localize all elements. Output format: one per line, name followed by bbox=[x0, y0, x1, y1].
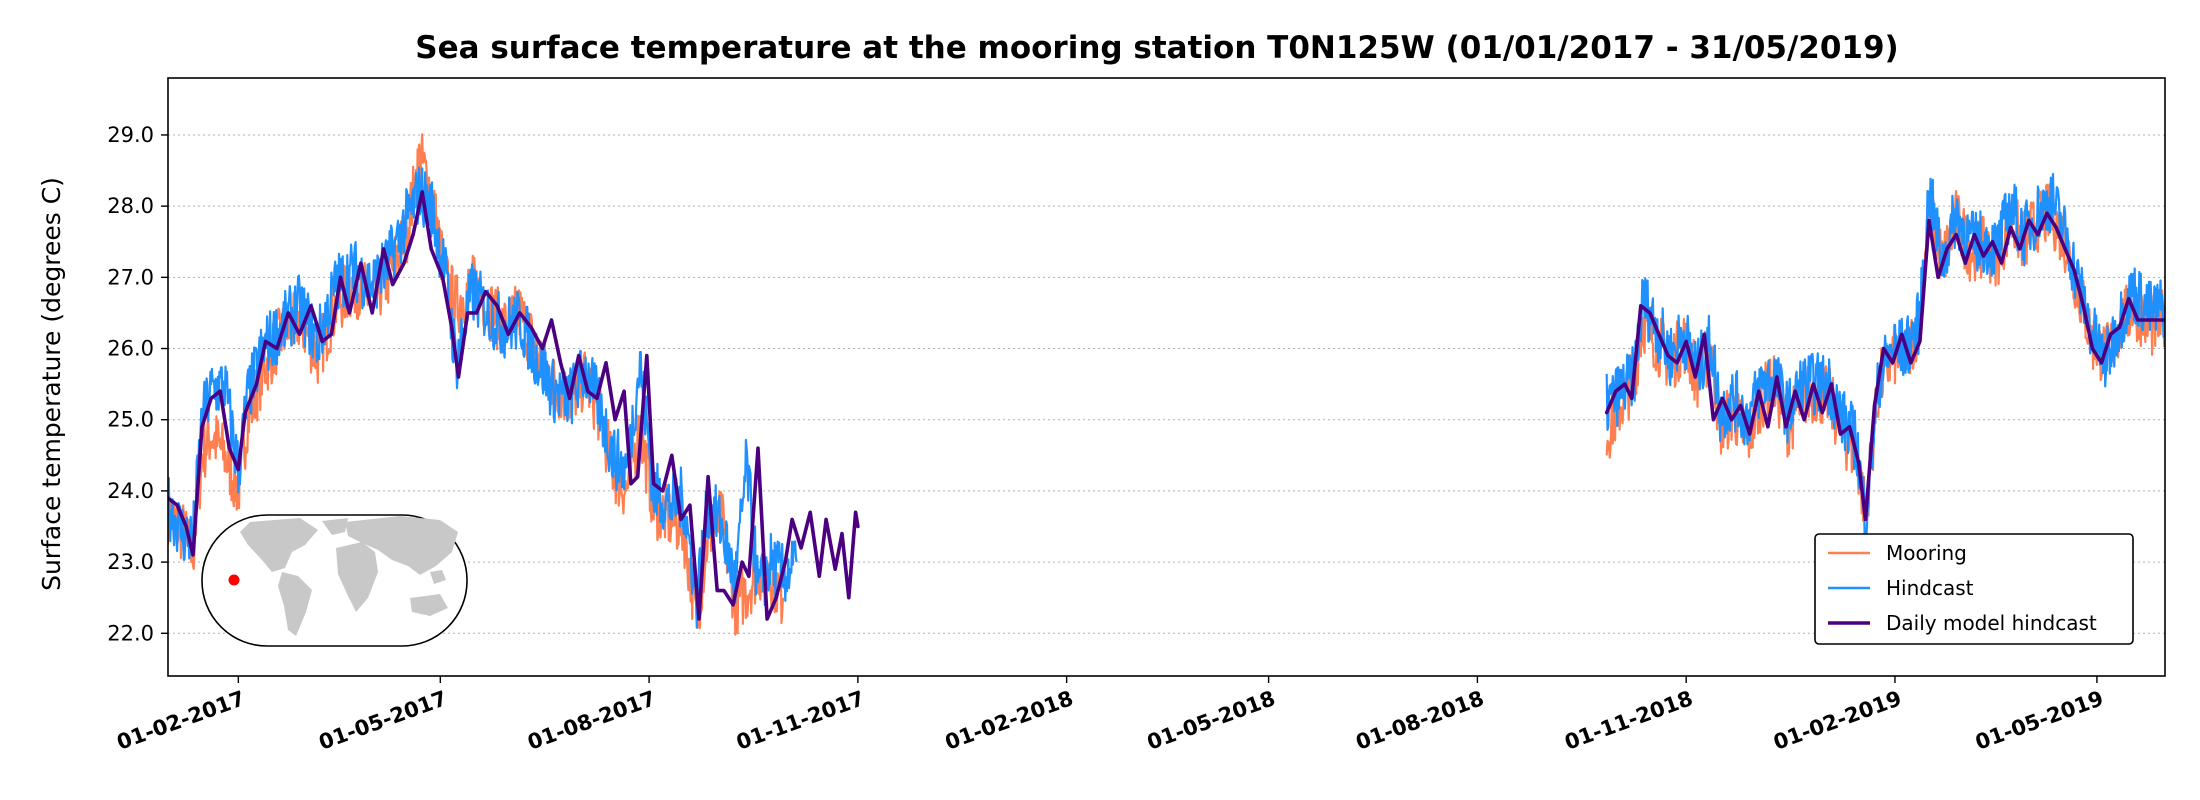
station-marker bbox=[228, 574, 240, 586]
x-tick-label: 01-11-2018 bbox=[1561, 686, 1695, 754]
series-line-daily-model-hindcast bbox=[168, 190, 860, 621]
x-tick-label: 01-05-2018 bbox=[1144, 686, 1278, 754]
inset-map-land bbox=[322, 518, 348, 535]
legend-box bbox=[1814, 533, 2134, 645]
inset-map-land bbox=[336, 542, 378, 612]
y-tick-label: 24.0 bbox=[107, 479, 154, 503]
x-axis-ticks: 01-02-2017 01-05-2017 01-08-2017 01-11-2017… bbox=[114, 676, 2107, 755]
y-tick-label: 26.0 bbox=[107, 337, 154, 361]
legend-label: Daily model hindcast bbox=[1886, 611, 2097, 635]
inset-map-land bbox=[240, 518, 318, 572]
series-line-daily-model-hindcast bbox=[1604, 211, 2165, 522]
x-tick-label: 01-08-2017 bbox=[524, 686, 658, 754]
legend: Mooring Hindcast Daily model hindcast bbox=[1814, 533, 2134, 645]
legend-label: Mooring bbox=[1886, 541, 1967, 565]
series-layer bbox=[168, 133, 2165, 636]
x-tick-label: 01-02-2019 bbox=[1770, 686, 1904, 754]
x-tick-label: 01-02-2018 bbox=[942, 686, 1076, 754]
x-tick-label: 01-11-2017 bbox=[733, 686, 867, 754]
legend-label: Hindcast bbox=[1886, 576, 1974, 600]
y-tick-label: 23.0 bbox=[107, 550, 154, 574]
y-tick-label: 22.0 bbox=[107, 621, 154, 645]
y-tick-label: 25.0 bbox=[107, 408, 154, 432]
x-tick-label: 01-05-2019 bbox=[1972, 686, 2106, 754]
inset-map-land bbox=[430, 570, 446, 584]
inset-map-land bbox=[278, 572, 312, 636]
inset-map-land bbox=[345, 516, 458, 575]
x-tick-label: 01-08-2018 bbox=[1353, 686, 1487, 754]
y-tick-label: 29.0 bbox=[107, 123, 154, 147]
chart-title: Sea surface temperature at the mooring s… bbox=[415, 30, 1898, 66]
plot-frame bbox=[167, 77, 2166, 677]
y-axis-ticks: 22.0 23.0 24.0 25.0 26.0 27.0 28.0 29.0 bbox=[107, 123, 168, 645]
y-axis-label: Surface temperature (degrees C) bbox=[37, 177, 66, 591]
x-tick-label: 01-02-2017 bbox=[114, 686, 248, 754]
x-tick-label: 01-05-2017 bbox=[316, 686, 450, 754]
inset-map-land bbox=[410, 594, 448, 616]
inset-world-map bbox=[201, 514, 468, 647]
y-tick-label: 28.0 bbox=[107, 194, 154, 218]
y-tick-label: 27.0 bbox=[107, 265, 154, 289]
